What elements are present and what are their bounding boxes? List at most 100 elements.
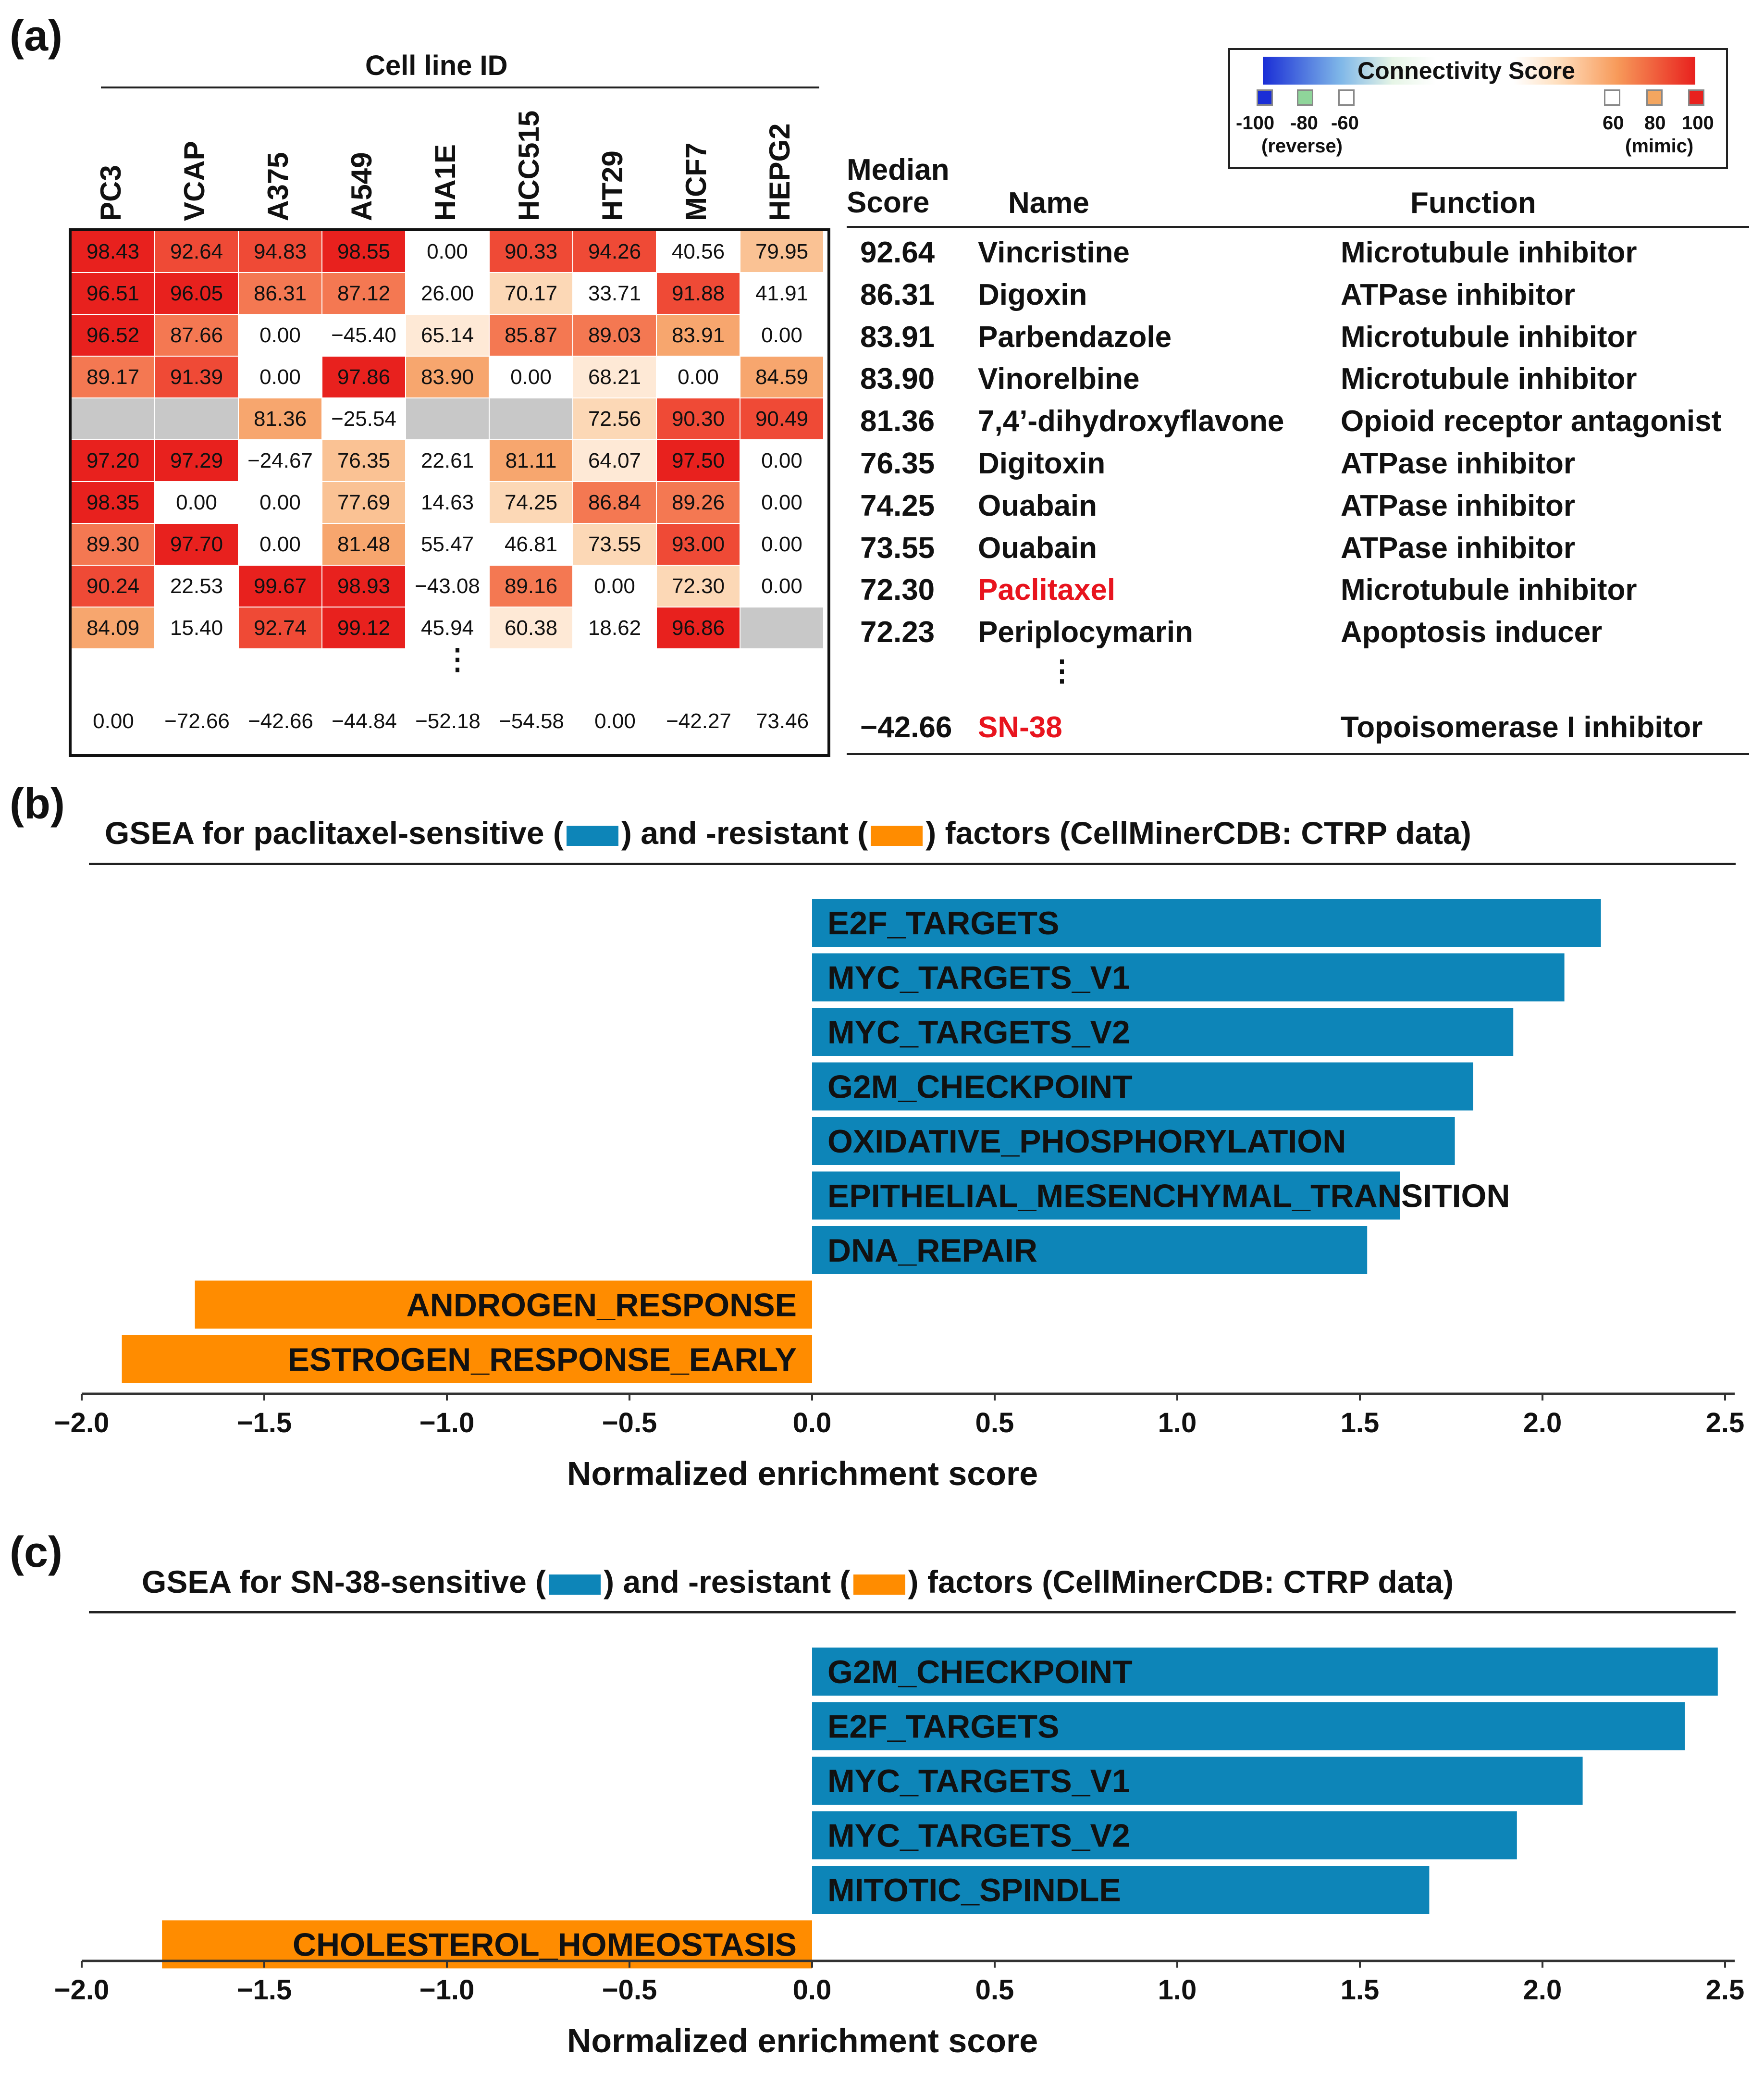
- heatmap-cell: [490, 398, 573, 440]
- x-tick-label: −1.0: [419, 1407, 475, 1438]
- x-tick-label: 0.5: [975, 1407, 1014, 1438]
- bar: [812, 1226, 1368, 1274]
- sensitive-swatch-b: [566, 826, 618, 846]
- legend-tick-100: 100: [1682, 112, 1714, 134]
- heatmap-cell: −25.54: [322, 398, 406, 440]
- bar: [812, 1757, 1583, 1805]
- heatmap-cell: 0.00: [239, 482, 322, 524]
- x-tick-label: 1.5: [1341, 1407, 1380, 1438]
- drug-table-name: Ouabain: [978, 531, 1098, 565]
- legend-tick-neg80: -80: [1290, 112, 1318, 134]
- heatmap-cell: [740, 607, 824, 649]
- legend-swatch-neg100: [1257, 89, 1273, 106]
- legend-tick-neg100: -100: [1236, 112, 1275, 134]
- heatmap-cell: 55.47: [406, 524, 490, 566]
- legend-tick-80: 80: [1644, 112, 1666, 134]
- bar-label: ESTROGEN_RESPONSE_EARLY: [288, 1341, 797, 1378]
- bar-label: CHOLESTEROL_HOMEOSTASIS: [293, 1927, 797, 1963]
- bar: [812, 1702, 1685, 1750]
- heatmap-cell: 98.35: [72, 482, 155, 524]
- heatmap-cell: −24.67: [239, 440, 322, 482]
- x-tick-label: −1.5: [237, 1974, 292, 2006]
- bar-label: MYC_TARGETS_V1: [827, 960, 1130, 996]
- bar-label: DNA_REPAIR: [827, 1232, 1037, 1269]
- bar: [812, 899, 1601, 947]
- drug-table-name: Ouabain: [978, 489, 1098, 522]
- resistant-swatch-c: [853, 1574, 905, 1595]
- drug-table-name: Vinorelbine: [978, 362, 1140, 396]
- heatmap-cell: 86.84: [573, 482, 657, 524]
- drug-table-name: Digoxin: [978, 278, 1087, 311]
- heatmap-column-label: PC3: [95, 165, 127, 221]
- bar: [812, 953, 1565, 1002]
- panel-label-a: (a): [10, 12, 62, 60]
- heatmap-cell: 73.55: [573, 524, 657, 566]
- heatmap-bottom-cell: −52.18: [415, 709, 481, 733]
- heatmap-cell: 96.86: [657, 607, 740, 649]
- heatmap-cell: 86.31: [239, 273, 322, 315]
- table-bottom-rule: [847, 753, 1749, 755]
- drug-table-function: Microtubule inhibitor: [1341, 236, 1637, 269]
- legend-mimic-label: (mimic): [1625, 136, 1694, 157]
- heatmap-bottom-cell: −72.66: [164, 709, 230, 733]
- drug-table-function: ATPase inhibitor: [1341, 447, 1576, 480]
- drug-table-name: Digitoxin: [978, 447, 1106, 480]
- legend-swatch-100: [1688, 89, 1704, 106]
- drug-table-function: ATPase inhibitor: [1341, 278, 1576, 311]
- heatmap-cell: 84.09: [72, 607, 155, 649]
- bar-label: MYC_TARGETS_V1: [827, 1763, 1130, 1799]
- heatmap-bottom-cell: 0.00: [594, 709, 636, 733]
- drug-table-name: SN-38: [978, 711, 1062, 744]
- heatmap-cell: 68.21: [573, 357, 657, 398]
- connectivity-legend: Connectivity Score -100 -80 -60 60 80 10…: [1228, 48, 1728, 169]
- heatmap-ellipsis: ⋮: [443, 643, 472, 675]
- x-tick-label: 1.0: [1158, 1974, 1197, 2006]
- heatmap-cell: 0.00: [657, 357, 740, 398]
- bar-label: G2M_CHECKPOINT: [827, 1069, 1133, 1105]
- drug-table-name: Periplocymarin: [978, 616, 1193, 649]
- heatmap-cell: 97.86: [322, 357, 406, 398]
- heatmap-cell: 22.61: [406, 440, 490, 482]
- heatmap-cell: 0.00: [740, 482, 824, 524]
- heatmap-cell: 33.71: [573, 273, 657, 315]
- chart-b-title: GSEA for paclitaxel-sensitive () and -re…: [105, 817, 1471, 849]
- x-tick-label: 1.5: [1341, 1974, 1380, 2006]
- heatmap-cell: 0.00: [239, 524, 322, 566]
- heatmap-group-label: Cell line ID: [365, 50, 508, 81]
- heatmap-column-label: A549: [345, 152, 378, 221]
- heatmap-cell: 89.16: [490, 566, 573, 607]
- heatmap-cell: 77.69: [322, 482, 406, 524]
- drug-table-ellipsis: ⋮: [1048, 655, 1076, 687]
- chart-c-title-rule: [89, 1611, 1736, 1613]
- drug-table-score: 81.36: [860, 405, 935, 438]
- heatmap-column-label: HA1E: [429, 144, 461, 221]
- heatmap-cell: 83.90: [406, 357, 490, 398]
- bar-label: EPITHELIAL_MESENCHYMAL_TRANSITION: [827, 1178, 1510, 1215]
- heatmap-cell: 76.35: [322, 440, 406, 482]
- heatmap-cell: 87.12: [322, 273, 406, 315]
- heatmap-cell: 0.00: [239, 315, 322, 357]
- heatmap-cell: 40.56: [657, 231, 740, 273]
- drug-table-score: 72.30: [860, 573, 935, 607]
- heatmap-cell: 94.26: [573, 231, 657, 273]
- heatmap-bottom-cell: −44.84: [332, 709, 397, 733]
- drug-table-name: 7,4’-dihydroxyflavone: [978, 405, 1284, 438]
- legend-swatch-neg60: [1338, 89, 1355, 106]
- legend-swatch-neg80: [1297, 89, 1313, 106]
- x-tick-label: 0.0: [793, 1407, 832, 1438]
- heatmap-cell: 93.00: [657, 524, 740, 566]
- heatmap-cell: 0.00: [239, 357, 322, 398]
- heatmap-cell: 0.00: [740, 566, 824, 607]
- heatmap-cell: 89.17: [72, 357, 155, 398]
- heatmap-bottom-cell: −54.58: [499, 709, 564, 733]
- x-tick-label: 1.0: [1158, 1407, 1197, 1438]
- bar-label: E2F_TARGETS: [827, 905, 1059, 942]
- heatmap-cell: 97.20: [72, 440, 155, 482]
- heatmap-cell: 84.59: [740, 357, 824, 398]
- chart-c-title: GSEA for SN-38-sensitive () and -resista…: [142, 1566, 1454, 1598]
- bar: [812, 1866, 1430, 1914]
- heatmap-group-rule: [101, 87, 819, 88]
- heatmap-cell: 91.88: [657, 273, 740, 315]
- heatmap-cell: 97.29: [155, 440, 239, 482]
- heatmap-bottom-cell: −42.27: [666, 709, 731, 733]
